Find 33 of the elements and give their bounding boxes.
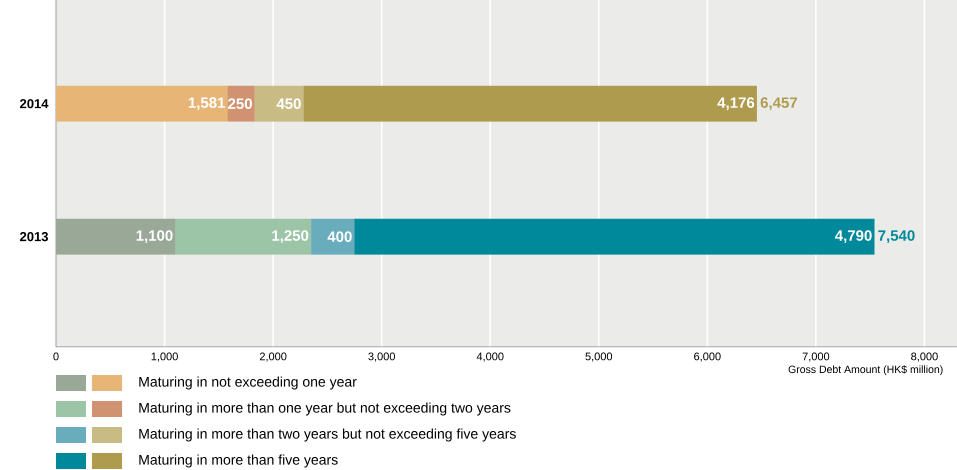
data-label: 1,250 [272, 230, 308, 244]
data-label: 4,176 [717, 97, 754, 110]
x-tick-label: 6,000 [694, 352, 721, 362]
bar [311, 218, 355, 255]
total-label: 7,540 [878, 230, 915, 244]
x-tick-label: 1,000 [152, 352, 178, 362]
data-label: 400 [328, 231, 352, 242]
data-label: 1,100 [136, 230, 173, 244]
y-tick-label: 2014 [20, 99, 48, 108]
bar [56, 86, 228, 122]
data-label: 1,581 [188, 97, 226, 110]
x-tick-label: 8,000 [911, 352, 938, 362]
x-tick-label: 5,000 [585, 352, 612, 362]
x-tick-label: 0 [53, 352, 59, 360]
total-label: 6,457 [760, 97, 798, 110]
x-tick-label: 7,000 [802, 352, 830, 362]
data-label: 4,790 [834, 230, 872, 244]
bar [254, 86, 304, 122]
legend-label: Maturing in more than one year but not exceeding two years [139, 402, 510, 416]
bar [175, 218, 312, 255]
legend-label: Maturing in more than five years [139, 454, 338, 468]
x-axis-title: Gross Debt Amount (HK$ million) [788, 365, 943, 376]
bar [304, 86, 757, 122]
x-tick-label: 2,000 [260, 352, 286, 362]
data-label: 250 [228, 98, 252, 109]
x-tick-label: 4,000 [476, 352, 504, 362]
legend-label: Maturing in not exceeding one year [139, 376, 357, 390]
legend-label: Maturing in more than two years but not exceeding five years [139, 428, 516, 442]
y-tick-label: 2013 [20, 232, 48, 242]
bar [354, 218, 874, 255]
x-tick-label: 3,000 [368, 352, 395, 362]
bar [56, 218, 176, 255]
data-label: 450 [276, 98, 301, 109]
